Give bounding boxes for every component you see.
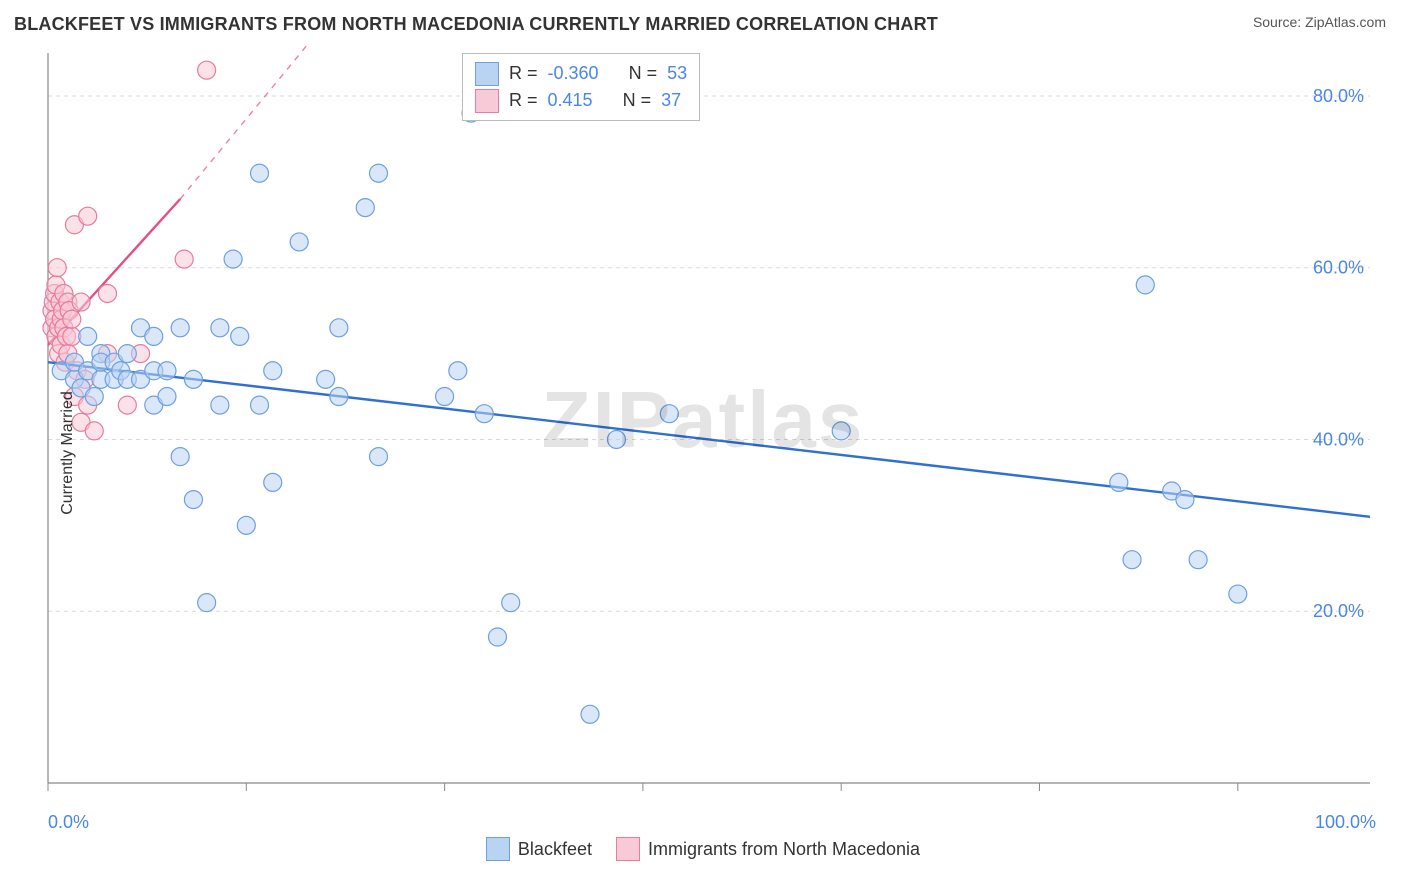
stat-label: N =: [629, 60, 658, 87]
y-axis-label: Currently Married: [59, 391, 77, 515]
stat-value: 53: [667, 60, 687, 87]
series-legend: Blackfeet Immigrants from North Macedoni…: [0, 837, 1406, 861]
x-axis-max-label: 100.0%: [1315, 812, 1376, 833]
stats-row: R = 0.415 N = 37: [475, 87, 687, 114]
stats-row: R = -0.360 N = 53: [475, 60, 687, 87]
source-label: Source: ZipAtlas.com: [1253, 14, 1386, 30]
chart-title: BLACKFEET VS IMMIGRANTS FROM NORTH MACED…: [14, 14, 938, 35]
svg-text:80.0%: 80.0%: [1313, 86, 1364, 106]
stat-value: 0.415: [548, 87, 593, 114]
stat-value: -0.360: [548, 60, 599, 87]
svg-text:20.0%: 20.0%: [1313, 601, 1364, 621]
legend-label: Blackfeet: [518, 839, 592, 860]
scatter-plot: 20.0% 40.0% 60.0% 80.0%: [0, 43, 1406, 803]
chart-area: Currently Married 20.0%40.0%60.0%80.0% Z…: [0, 43, 1406, 863]
header: BLACKFEET VS IMMIGRANTS FROM NORTH MACED…: [0, 0, 1406, 43]
stat-label: R =: [509, 60, 538, 87]
stat-value: 37: [661, 87, 681, 114]
stat-label: N =: [623, 87, 652, 114]
legend-swatch-icon: [475, 89, 499, 113]
legend-item: Immigrants from North Macedonia: [616, 837, 920, 861]
x-axis-min-label: 0.0%: [48, 812, 89, 833]
legend-item: Blackfeet: [486, 837, 592, 861]
stats-legend: R = -0.360 N = 53 R = 0.415 N = 37: [462, 53, 700, 121]
legend-swatch-icon: [475, 62, 499, 86]
legend-swatch-icon: [616, 837, 640, 861]
legend-label: Immigrants from North Macedonia: [648, 839, 920, 860]
svg-text:40.0%: 40.0%: [1313, 429, 1364, 449]
stat-label: R =: [509, 87, 538, 114]
svg-text:60.0%: 60.0%: [1313, 258, 1364, 278]
legend-swatch-icon: [486, 837, 510, 861]
